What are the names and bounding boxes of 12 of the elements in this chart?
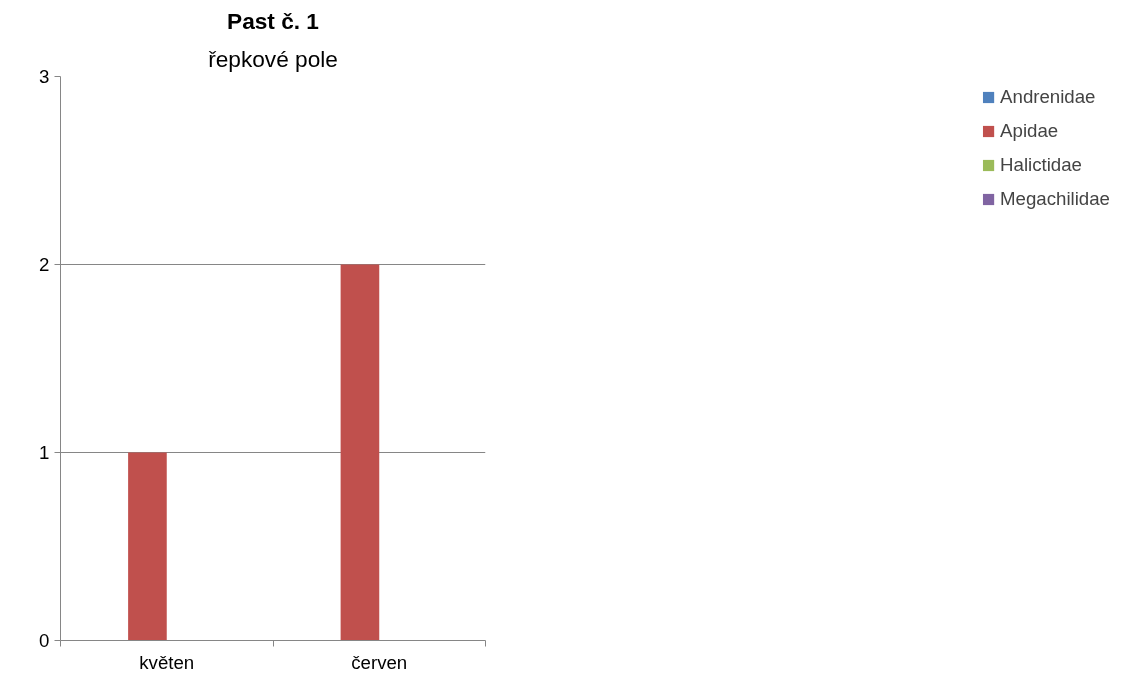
y-tick-label: 2 bbox=[39, 254, 50, 275]
x-tick-label: květen bbox=[139, 651, 195, 673]
legend-label: Apidae bbox=[1000, 120, 1059, 142]
legend-label: Megachilidae bbox=[1000, 188, 1110, 210]
legend-label: Andrenidae bbox=[1000, 86, 1096, 108]
y-tick-label: 1 bbox=[39, 442, 50, 463]
y-tick-label: 3 bbox=[39, 66, 50, 87]
legend-label: Halictidae bbox=[1000, 154, 1082, 176]
chart-title: Past č. 1 bbox=[227, 7, 319, 34]
y-tick-label: 0 bbox=[39, 630, 50, 651]
x-tick-label: červen bbox=[351, 651, 408, 673]
chart-subtitle: řepkové pole bbox=[208, 45, 338, 72]
